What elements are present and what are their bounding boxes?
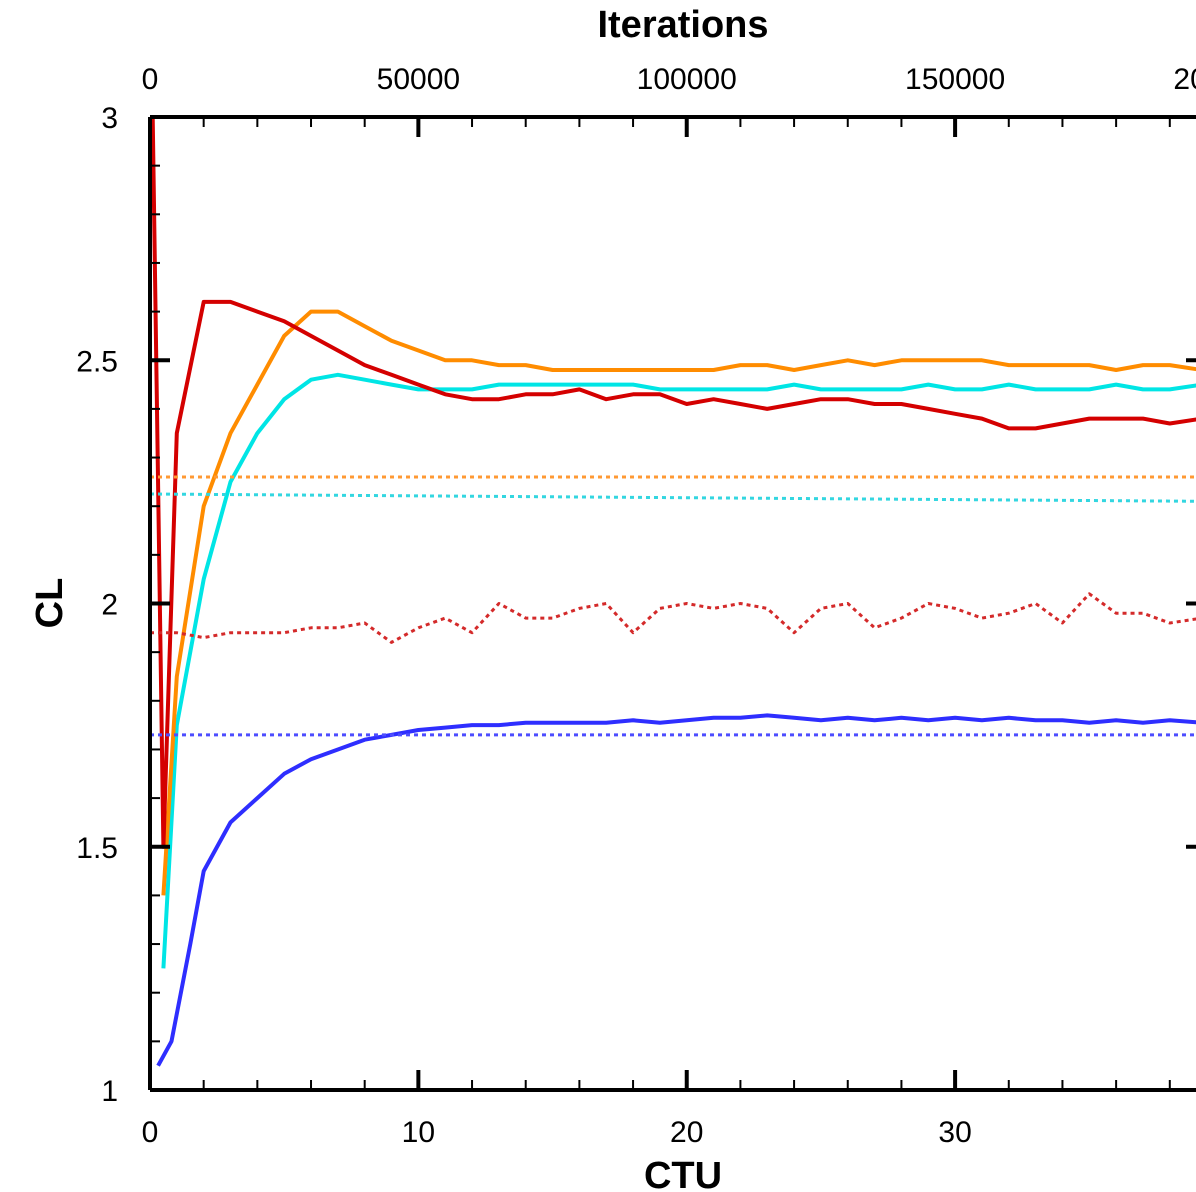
- x-tick-label: 20: [670, 1116, 703, 1149]
- y-axis-title: CL: [29, 578, 71, 629]
- x2-tick-label: 150000: [905, 63, 1005, 96]
- x-axis-title: CTU: [644, 1155, 722, 1192]
- series-line-3: [150, 117, 1196, 849]
- series-line-7: [150, 592, 1196, 644]
- x2-tick-label: 200000: [1173, 63, 1196, 96]
- series-line-4: [156, 713, 1196, 1067]
- y-tick-label: 1.5: [76, 832, 118, 865]
- y-tick-label: 2.5: [76, 345, 118, 378]
- axes-layer: 0 10 20 30 0 50000 100000 150000 200000 1 1.5 2 2.5 3: [76, 63, 1196, 1149]
- top-axis-title: Iterations: [597, 4, 768, 46]
- series-line-6: [150, 492, 1196, 503]
- y-tick-label: 3: [101, 102, 118, 135]
- x-tick-label: 30: [938, 1116, 971, 1149]
- series-layer: [150, 117, 1196, 1067]
- y-tick-label: 1: [101, 1075, 118, 1108]
- x2-tick-label: 0: [142, 63, 159, 96]
- x2-tick-label: 50000: [377, 63, 460, 96]
- x-tick-label: 0: [142, 1116, 159, 1149]
- series-line-1: [161, 309, 1196, 896]
- x-tick-label: 10: [402, 1116, 435, 1149]
- series-line-2: [161, 372, 1196, 969]
- x2-tick-label: 100000: [637, 63, 737, 96]
- y-tick-label: 2: [101, 589, 118, 622]
